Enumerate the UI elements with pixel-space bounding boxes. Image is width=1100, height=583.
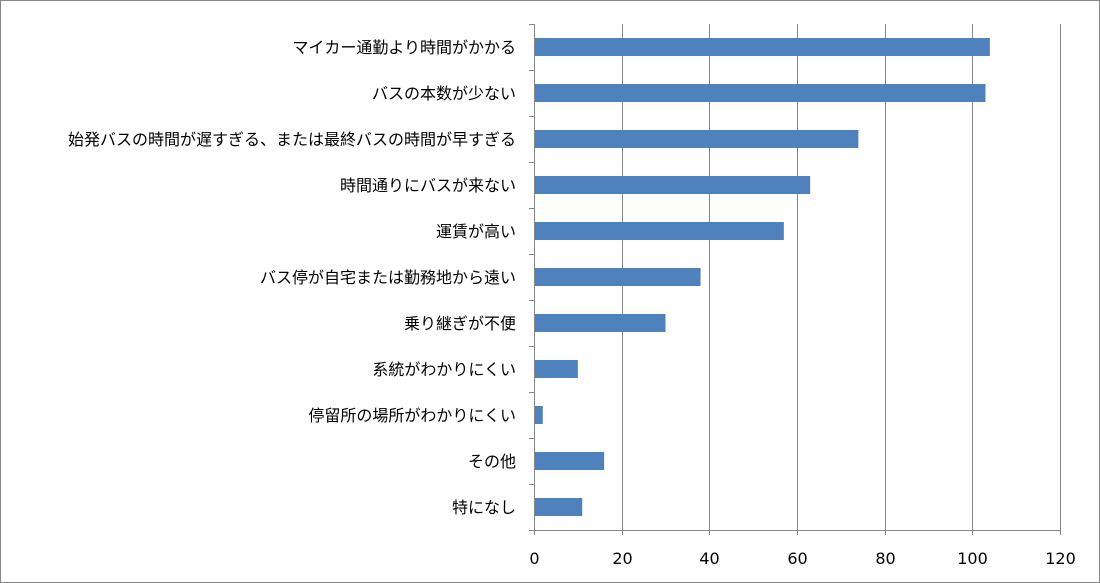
category-label: 系統がわかりにくい	[372, 360, 516, 379]
x-tick-label: 0	[529, 549, 539, 568]
x-tick-label: 20	[612, 549, 632, 568]
x-tick-label: 60	[787, 549, 807, 568]
bar	[535, 498, 583, 516]
gridlines	[622, 24, 1061, 530]
x-tick-label: 100	[957, 549, 988, 568]
category-label: 時間通りにバスが来ない	[340, 176, 516, 195]
bar	[535, 222, 784, 240]
category-label: バスの本数が少ない	[372, 84, 516, 103]
category-label: バス停が自宅または勤務地から遠い	[260, 268, 516, 287]
bar	[535, 406, 543, 424]
bars	[535, 38, 990, 516]
bar	[535, 268, 701, 286]
category-label: 運賃が高い	[436, 222, 516, 241]
bar	[535, 38, 990, 56]
x-tick-label: 80	[875, 549, 895, 568]
bar	[535, 176, 811, 194]
category-label: 始発バスの時間が遅すぎる、または最終バスの時間が早すぎる	[68, 130, 516, 149]
bar	[535, 360, 578, 378]
category-labels: マイカー通勤より時間がかかるバスの本数が少ない始発バスの時間が遅すぎる、または最…	[68, 38, 516, 517]
category-label: 特になし	[452, 498, 516, 517]
x-tick-label: 40	[699, 549, 719, 568]
axes	[529, 24, 1061, 535]
bar	[535, 130, 859, 148]
category-label: 停留所の場所がわかりにくい	[308, 406, 516, 425]
category-label: マイカー通勤より時間がかかる	[292, 38, 516, 57]
bar	[535, 84, 986, 102]
category-label: 乗り継ぎが不便	[404, 314, 516, 333]
category-label: その他	[468, 452, 516, 471]
bar	[535, 314, 666, 332]
x-tick-labels: 0 20 40 60 80 100 120	[529, 549, 1075, 568]
x-tick-label: 120	[1045, 549, 1076, 568]
bar	[535, 452, 605, 470]
